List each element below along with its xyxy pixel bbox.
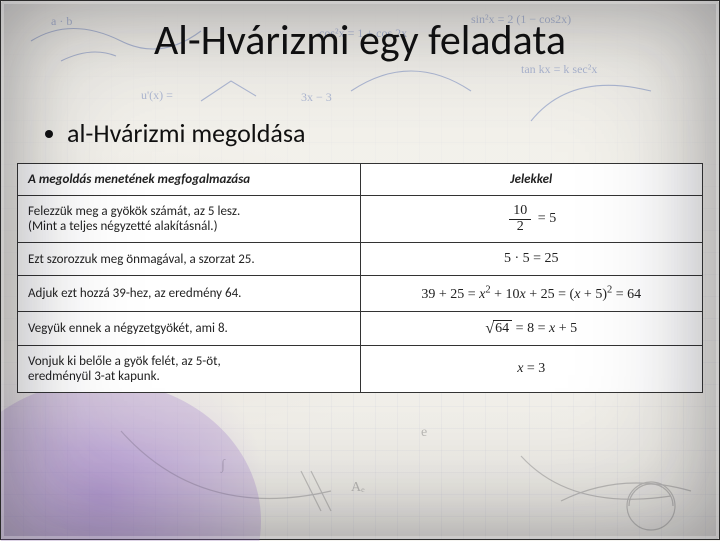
table-row: Adjuk ezt hozzá 39-hez, az eredmény 64.3…	[18, 276, 702, 312]
cell-description: Felezzük meg a gyökök számát, az 5 lesz.…	[18, 196, 360, 243]
slide-title: Al-Hvárizmi egy feladata	[1, 15, 719, 66]
cell-formula: 39 + 25 = x2 + 10x + 25 = (x + 5)2 = 64	[360, 276, 702, 312]
table-row: Ezt szorozzuk meg önmagával, a szorzat 2…	[18, 243, 702, 276]
table: A megoldás menetének megfogalmazása Jele…	[18, 164, 702, 392]
table-row: Vonjuk ki belőle a gyök felét, az 5-öt,e…	[18, 346, 702, 393]
solution-table: A megoldás menetének megfogalmazása Jele…	[17, 163, 703, 393]
cell-formula: x = 3	[360, 346, 702, 393]
col-header-left: A megoldás menetének megfogalmazása	[18, 164, 360, 196]
bullet-text: al-Hvárizmi megoldása	[67, 117, 306, 149]
table-header-row: A megoldás menetének megfogalmazása Jele…	[18, 164, 702, 196]
cell-formula: √64 = 8 = x + 5	[360, 312, 702, 346]
bullet-line: al-Hvárizmi megoldása	[45, 117, 306, 149]
col-header-right: Jelekkel	[360, 164, 702, 196]
cell-description: Adjuk ezt hozzá 39-hez, az eredmény 64.	[18, 276, 360, 312]
table-row: Felezzük meg a gyökök számát, az 5 lesz.…	[18, 196, 702, 243]
cell-description: Vonjuk ki belőle a gyök felét, az 5-öt,e…	[18, 346, 360, 393]
cell-formula: 5 · 5 = 25	[360, 243, 702, 276]
bullet-dot-icon	[45, 130, 53, 138]
cell-description: Ezt szorozzuk meg önmagával, a szorzat 2…	[18, 243, 360, 276]
table-row: Vegyük ennek a négyzetgyökét, ami 8.√64 …	[18, 312, 702, 346]
cell-description: Vegyük ennek a négyzetgyökét, ami 8.	[18, 312, 360, 346]
slide: cos²x = 1 + cos 2x sin²x = 2 (1 − cos2x)…	[0, 0, 720, 540]
cell-formula: 102 = 5	[360, 196, 702, 243]
